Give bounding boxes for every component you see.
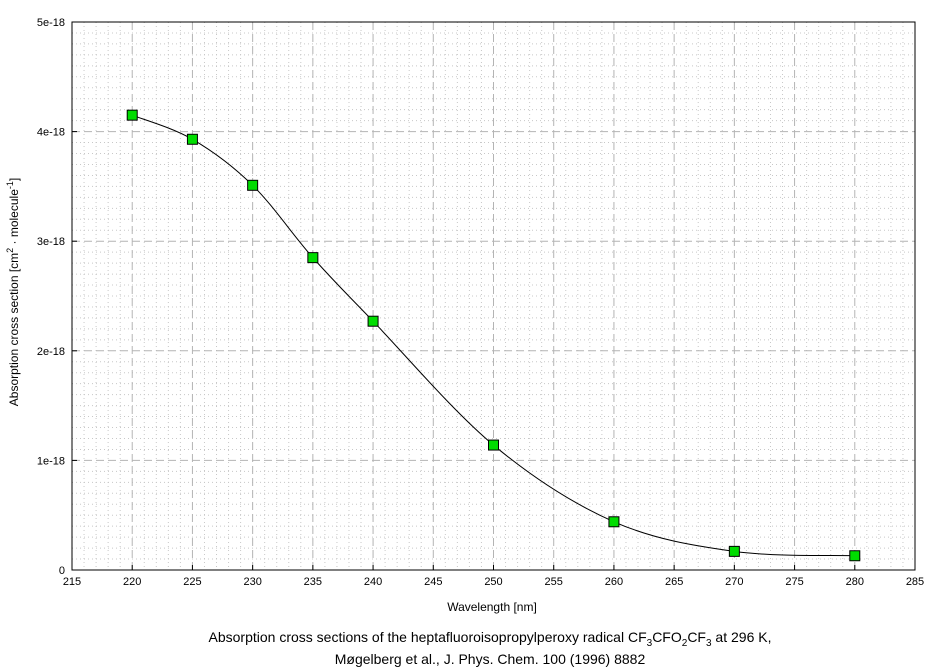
x-tick-label: 225 xyxy=(183,576,201,588)
y-tick-label: 1e-18 xyxy=(37,455,65,467)
caption-line-1: Absorption cross sections of the heptafl… xyxy=(209,629,772,649)
x-tick-label: 215 xyxy=(63,576,81,588)
data-point xyxy=(247,179,259,191)
x-tick-label: 240 xyxy=(364,576,382,588)
axis-ticks xyxy=(71,21,916,571)
x-tick-label: 285 xyxy=(906,576,924,588)
x-tick-label: 280 xyxy=(846,576,864,588)
x-tick-labels: 215 220 225 230 235 240 245 250 255 260 265 270 275 2… xyxy=(63,576,924,588)
data-point xyxy=(367,315,379,327)
minor-grid xyxy=(72,22,915,570)
x-axis-label: Wavelength [nm] xyxy=(447,600,537,614)
x-tick-label: 275 xyxy=(785,576,803,588)
y-tick-label: 5e-18 xyxy=(37,17,65,29)
x-tick-label: 250 xyxy=(484,576,502,588)
x-tick-label: 260 xyxy=(605,576,623,588)
series-line xyxy=(132,114,855,557)
major-grid xyxy=(72,22,915,570)
x-tick-label: 255 xyxy=(545,576,563,588)
data-point xyxy=(728,545,740,557)
y-tick-label: 4e-18 xyxy=(37,127,65,139)
y-axis-label: Absorption cross section [cm2 · molecule… xyxy=(5,178,21,406)
data-point xyxy=(849,550,861,562)
x-tick-label: 235 xyxy=(304,576,322,588)
y-tick-labels: 0 1e-18 2e-18 3e-18 4e-18 5e-18 xyxy=(37,17,65,577)
data-point xyxy=(186,133,198,145)
data-point xyxy=(307,252,319,264)
x-tick-label: 245 xyxy=(424,576,442,588)
y-tick-label: 2e-18 xyxy=(37,346,65,358)
x-tick-label: 220 xyxy=(123,576,141,588)
data-markers xyxy=(126,109,861,562)
data-point xyxy=(608,516,620,528)
data-point xyxy=(126,109,138,121)
caption-line-2: Møgelberg et al., J. Phys. Chem. 100 (19… xyxy=(335,651,646,667)
x-tick-label: 265 xyxy=(665,576,683,588)
x-tick-label: 230 xyxy=(243,576,261,588)
x-tick-label: 270 xyxy=(725,576,743,588)
data-point xyxy=(488,439,499,451)
y-tick-label: 3e-18 xyxy=(37,236,65,248)
y-tick-label: 0 xyxy=(59,565,65,577)
